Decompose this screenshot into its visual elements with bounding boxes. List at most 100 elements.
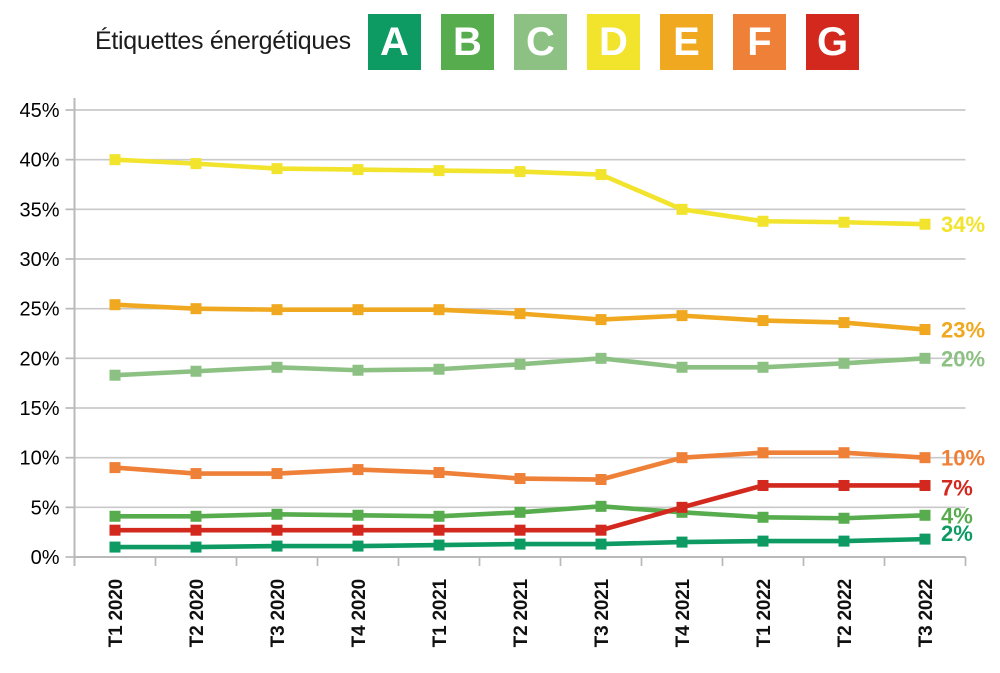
energy-label-c-letter: C (526, 19, 555, 64)
energy-label-g: G (806, 14, 859, 70)
x-tick-label: T4 2020 (349, 579, 370, 647)
series-marker-D (919, 218, 931, 230)
y-tick-label: 0% (31, 547, 60, 569)
series-marker-E (919, 324, 931, 336)
series-end-label-G: 7% (941, 475, 973, 500)
series-marker-E (109, 299, 121, 311)
series-marker-E (676, 310, 688, 322)
energy-labels-legend: A B C D E F G (368, 14, 859, 70)
series-marker-D (271, 163, 283, 175)
series-E: 23% (109, 299, 985, 343)
series-marker-G (757, 479, 769, 491)
series-marker-A (919, 533, 931, 545)
series-marker-C (595, 352, 607, 364)
series-marker-A (757, 535, 769, 547)
series-marker-E (352, 304, 364, 316)
x-tick-label: T2 2021 (511, 578, 532, 647)
series-marker-F (109, 462, 121, 474)
series-D: 34% (109, 154, 985, 237)
x-tick-label: T1 2020 (106, 579, 127, 647)
series-marker-G (271, 524, 283, 536)
series-marker-D (190, 158, 202, 170)
series-marker-A (352, 540, 364, 552)
x-tick-label: T3 2022 (916, 579, 937, 647)
series-marker-C (109, 369, 121, 381)
y-tick-label: 5% (31, 497, 60, 519)
series-end-label-A: 2% (941, 521, 973, 546)
series-marker-G (514, 524, 526, 536)
y-tick-label: 15% (19, 398, 59, 420)
x-tick-label: T3 2020 (268, 579, 289, 647)
page-title: Étiquettes énergétiques (95, 27, 351, 55)
energy-label-d-letter: D (599, 19, 628, 64)
series-marker-D (514, 166, 526, 178)
y-tick-label: 20% (19, 348, 59, 370)
series-marker-D (595, 169, 607, 181)
series-marker-E (757, 315, 769, 327)
series-marker-D (838, 216, 850, 228)
series-marker-B (109, 510, 121, 522)
series-C: 20% (109, 346, 985, 381)
series-marker-C (676, 361, 688, 373)
series-marker-A (676, 536, 688, 548)
series-end-label-E: 23% (941, 318, 985, 343)
series-marker-F (271, 468, 283, 480)
series-marker-F (433, 467, 445, 479)
series-marker-C (190, 365, 202, 377)
series-marker-B (919, 509, 931, 521)
series-marker-E (433, 304, 445, 316)
series-marker-G (838, 479, 850, 491)
series-marker-B (757, 511, 769, 523)
series-marker-D (109, 154, 121, 166)
series-marker-C (514, 358, 526, 370)
x-tick-label: T4 2021 (673, 578, 694, 647)
series-end-label-C: 20% (941, 346, 985, 371)
series-marker-A (595, 538, 607, 550)
series-marker-C (433, 363, 445, 375)
series-marker-B (271, 508, 283, 520)
series-marker-A (109, 541, 121, 553)
series-marker-B (595, 500, 607, 512)
series-marker-G (190, 524, 202, 536)
y-tick-label: 25% (19, 299, 59, 321)
energy-label-f: F (733, 14, 786, 70)
energy-label-g-letter: G (816, 19, 849, 64)
series-marker-F (352, 464, 364, 476)
series-B: 4% (109, 500, 973, 528)
series-marker-F (514, 473, 526, 485)
series-marker-G (676, 501, 688, 513)
series-marker-A (190, 541, 202, 553)
energy-label-b-letter: B (453, 19, 482, 64)
series-marker-G (109, 524, 121, 536)
series-marker-B (352, 509, 364, 521)
series-marker-B (190, 510, 202, 522)
series-end-label-B: 4% (941, 503, 973, 528)
series-marker-F (838, 447, 850, 459)
series-marker-E (271, 304, 283, 316)
chart-header: Étiquettes énergétiques A B C D E F G (0, 0, 1000, 85)
y-tick-label: 10% (19, 448, 59, 470)
x-tick-label: T1 2022 (754, 579, 775, 647)
energy-label-c: C (514, 14, 567, 70)
series-A: 2% (109, 521, 973, 553)
series-marker-F (919, 452, 931, 464)
series-marker-D (352, 164, 364, 176)
series-marker-C (757, 361, 769, 373)
series-marker-F (676, 452, 688, 464)
series-marker-E (595, 314, 607, 326)
series-marker-C (919, 352, 931, 364)
series-G: 7% (109, 475, 973, 536)
x-tick-label: T2 2022 (835, 579, 856, 647)
energy-label-f-letter: F (747, 19, 772, 64)
series-marker-A (271, 540, 283, 552)
series-marker-F (757, 447, 769, 459)
series-marker-B (433, 510, 445, 522)
energy-label-e-letter: E (673, 19, 700, 64)
series-marker-G (352, 524, 364, 536)
series-marker-F (595, 474, 607, 486)
y-tick-label: 35% (19, 199, 59, 221)
chart-area: 0% 5% 10% 15% 20% 25% 30% 35% 40% 45% T1 2020 T2 20… (0, 85, 1000, 673)
series-marker-A (838, 535, 850, 547)
series-marker-C (271, 361, 283, 373)
energy-label-a: A (368, 14, 421, 70)
